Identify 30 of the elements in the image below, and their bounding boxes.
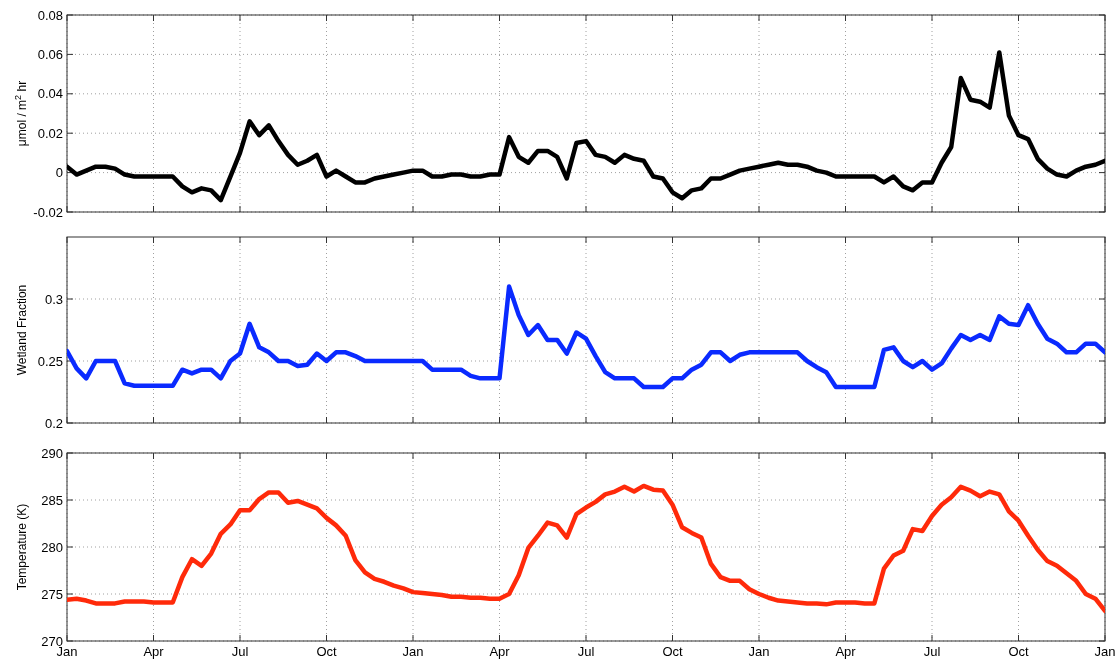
y-tick-label: 0	[55, 165, 63, 181]
x-tick-label: Oct	[662, 644, 683, 659]
y-tick-label: 0.08	[37, 7, 63, 23]
y-tick-label: 0.3	[44, 291, 63, 307]
y-axis-title: Wetland Fraction	[15, 284, 29, 376]
y-tick-label: 0.04	[37, 86, 63, 102]
y-tick-label: 0.06	[37, 46, 63, 62]
x-tick-label: Jul	[577, 644, 595, 659]
x-tick-label: Jan	[402, 644, 424, 659]
x-tick-label: Apr	[489, 644, 511, 659]
y-tick-label: 0.2	[44, 415, 63, 431]
y-axis-title: Temperature (K)	[15, 503, 29, 591]
x-tick-label: Oct	[316, 644, 337, 659]
line-series	[67, 483, 1105, 614]
y-tick-label: 285	[41, 492, 63, 508]
x-tick-label: Jul	[923, 644, 941, 659]
x-tick-label: Jul	[231, 644, 249, 659]
y-tick-label: 290	[41, 445, 63, 461]
y-tick-label: 280	[41, 539, 63, 555]
line-series	[67, 284, 1105, 390]
x-tick-label: Oct	[1008, 644, 1029, 659]
x-tick-label: Jan	[748, 644, 770, 659]
x-tick-label: Apr	[143, 644, 165, 659]
x-tick-label: Apr	[835, 644, 857, 659]
x-tick-label: Jan	[1094, 644, 1116, 659]
line-series	[67, 50, 1105, 203]
y-tick-label: 0.25	[37, 353, 63, 369]
y-tick-label: 275	[41, 586, 63, 602]
y-tick-label: -0.02	[33, 204, 63, 220]
y-tick-label: 0.02	[37, 125, 63, 141]
